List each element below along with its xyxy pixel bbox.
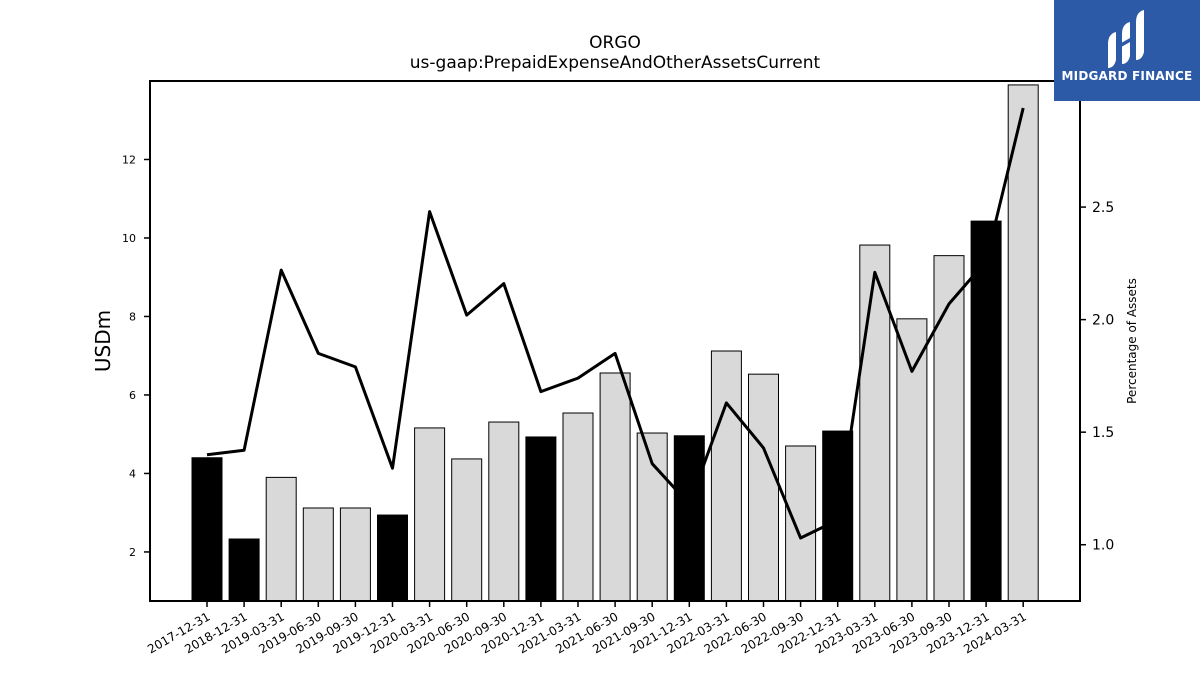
bar-2021-09-30 bbox=[636, 432, 668, 602]
brand-name: MIDGARD FINANCE bbox=[1061, 69, 1193, 83]
bar-2022-09-30 bbox=[785, 445, 817, 602]
bar-2019-12-31 bbox=[377, 514, 408, 602]
chart-title: ORGO bbox=[589, 33, 641, 53]
y-axis-left-label: USDm bbox=[91, 310, 115, 372]
bar-2019-03-31 bbox=[265, 476, 297, 602]
bars-group bbox=[191, 84, 1039, 602]
percentage-line bbox=[206, 107, 1025, 540]
y-right-tick-label: 2.0 bbox=[1092, 313, 1114, 329]
y-left-tick-label: 8 bbox=[129, 310, 136, 323]
bar-2019-09-30 bbox=[339, 507, 371, 602]
bar-2022-03-31 bbox=[710, 350, 742, 602]
y-left-tick-label: 10 bbox=[122, 232, 136, 245]
left-axis: 2 4 6 8 10 12 bbox=[122, 153, 150, 559]
y-right-tick-label: 1.0 bbox=[1092, 538, 1114, 554]
bar-2020-06-30 bbox=[451, 458, 483, 602]
y-right-tick-label: 2.5 bbox=[1092, 200, 1114, 216]
bar-2020-09-30 bbox=[488, 421, 520, 602]
bar-2024-03-31 bbox=[1007, 84, 1039, 602]
bar-2021-06-30 bbox=[599, 372, 631, 602]
y-left-tick-label: 2 bbox=[129, 546, 136, 559]
bar-2023-12-31 bbox=[970, 220, 1002, 602]
y-left-tick-label: 6 bbox=[129, 389, 136, 402]
y-axis-right-label: Percentage of Assets bbox=[1125, 278, 1139, 404]
bar-2022-06-30 bbox=[748, 373, 779, 602]
bar-2023-06-30 bbox=[896, 318, 928, 602]
right-axis: 1.0 1.5 2.0 2.5 bbox=[1080, 200, 1114, 554]
y-left-tick-label: 4 bbox=[129, 467, 136, 480]
bar-2020-12-31 bbox=[525, 436, 557, 602]
bar-2018-12-31 bbox=[228, 538, 260, 602]
y-right-tick-label: 1.5 bbox=[1092, 425, 1114, 441]
bar-2019-06-30 bbox=[302, 507, 334, 602]
midgard-logo-icon bbox=[1108, 10, 1144, 68]
bar-2023-03-31 bbox=[859, 244, 891, 602]
bar-2021-03-31 bbox=[562, 412, 594, 602]
brand-logo: MIDGARD FINANCE bbox=[1054, 0, 1200, 101]
chart-subtitle: us-gaap:PrepaidExpenseAndOtherAssetsCurr… bbox=[410, 53, 821, 73]
bar-2017-12-31 bbox=[191, 457, 223, 602]
bar-2023-09-30 bbox=[933, 255, 965, 602]
y-left-tick-label: 12 bbox=[122, 153, 136, 166]
bar-2020-03-31 bbox=[414, 427, 446, 602]
bar-2021-12-31 bbox=[673, 435, 705, 602]
x-axis: 2017-12-312018-12-312019-03-312019-06-30… bbox=[145, 601, 1029, 656]
